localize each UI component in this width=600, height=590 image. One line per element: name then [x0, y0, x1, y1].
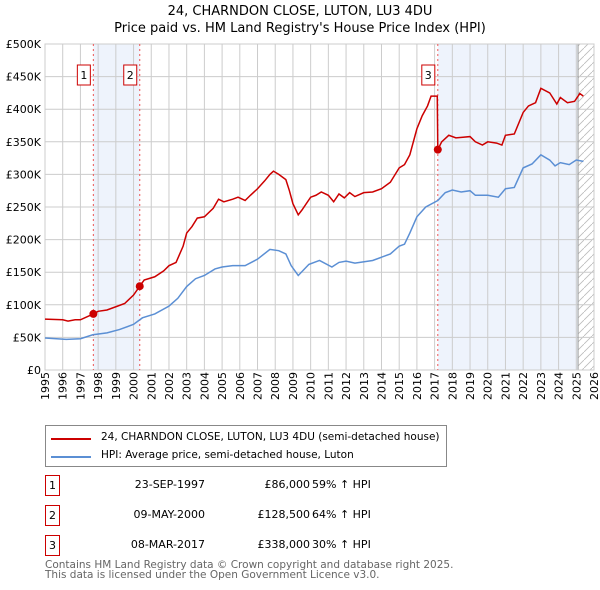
x-tick-label: 2013 [358, 372, 371, 400]
legend-label-property: 24, CHARNDON CLOSE, LUTON, LU3 4DU (semi… [101, 431, 440, 443]
x-tick-label: 2006 [234, 372, 247, 400]
x-tick-label: 2023 [535, 372, 548, 400]
sale-number: 2 [45, 505, 60, 526]
sale-label-box [123, 64, 138, 86]
plot-frame [44, 43, 595, 371]
x-tick-label: 2011 [322, 372, 335, 400]
chart-title: 24, CHARNDON CLOSE, LUTON, LU3 4DU [167, 4, 433, 19]
sale-hpi: 30% ↑ HPI [312, 538, 371, 551]
y-tick-label: £200K [6, 234, 42, 247]
sale-label-box [421, 64, 436, 86]
sale-number: 1 [45, 475, 60, 496]
sale-row: 1 23-SEP-1997 £86,000 59% ↑ HPI [45, 475, 445, 497]
sale-row: 2 09-MAY-2000 £128,500 64% ↑ HPI [45, 505, 445, 527]
x-tick-label: 1999 [110, 372, 123, 400]
x-tick-label: 2021 [499, 372, 512, 400]
y-tick-label: £500K [6, 38, 42, 51]
x-tick-label: 2012 [340, 372, 353, 400]
legend-swatch-hpi [51, 456, 91, 458]
plot-area: 1995 1996 1997 1998 1999 2000 2001 2002 2003 2004… [6, 38, 600, 400]
y-tick-label: £450K [6, 71, 42, 84]
x-tick-label: 2022 [517, 372, 530, 400]
sale-label-box [76, 64, 91, 86]
sale-price: £86,000 [264, 478, 311, 491]
x-tick-label: 2015 [393, 372, 406, 400]
sale-date: 08-MAR-2017 [130, 538, 205, 551]
x-tick-label: 2002 [163, 372, 176, 400]
y-tick-label: £150K [6, 266, 42, 279]
legend-swatch-property [51, 438, 91, 440]
legend-label-hpi: HPI: Average price, semi-detached house,… [101, 449, 354, 461]
x-tick-label: 1998 [92, 372, 105, 400]
y-tick-label: £400K [6, 103, 42, 116]
x-tick-label: 2024 [553, 372, 566, 400]
x-tick-label: 2019 [464, 372, 477, 400]
x-tick-label: 2003 [181, 372, 194, 400]
sale-point [135, 282, 144, 291]
y-tick-label: £350K [6, 136, 42, 149]
legend: 24, CHARNDON CLOSE, LUTON, LU3 4DU (semi… [45, 425, 447, 467]
x-tick-label: 2017 [429, 372, 442, 400]
x-tick-label: 1996 [57, 372, 70, 400]
sale-price: £338,000 [257, 538, 311, 551]
x-tick-label: 2020 [482, 372, 495, 400]
x-tick-label: 2008 [269, 372, 282, 400]
sale-point [433, 145, 442, 154]
x-tick-label: 2016 [411, 372, 424, 400]
property-price-line [44, 87, 584, 322]
sale-label: 2 [127, 69, 134, 82]
sale-date: 09-MAY-2000 [133, 508, 205, 521]
sale-price: £128,500 [257, 508, 311, 521]
sale-hpi: 64% ↑ HPI [312, 508, 371, 521]
footer: Contains HM Land Registry data © Crown c… [45, 559, 454, 581]
footer-line-2: This data is licensed under the Open Gov… [45, 569, 380, 581]
footer-line-1: Contains HM Land Registry data © Crown c… [45, 559, 454, 571]
x-tick-label: 2004 [198, 372, 211, 400]
x-tick-label: 1995 [39, 372, 52, 400]
x-tick-label: 2009 [287, 372, 300, 400]
sale-label: 1 [80, 69, 87, 82]
x-tick-label: 2000 [128, 372, 141, 400]
x-tick-label: 2005 [216, 372, 229, 400]
y-tick-label: £0 [27, 364, 41, 377]
x-tick-label: 2025 [570, 372, 583, 400]
sale-date: 23-SEP-1997 [134, 478, 205, 491]
x-tick-label: 2001 [145, 372, 158, 400]
x-tick-label: 1997 [74, 372, 87, 400]
x-tick-label: 2010 [305, 372, 318, 400]
x-tick-label: 2018 [446, 372, 459, 400]
sale-point [89, 309, 98, 318]
y-tick-label: £100K [6, 299, 42, 312]
x-tick-label: 2007 [252, 372, 265, 400]
hpi-line [44, 153, 584, 341]
sale-row: 3 08-MAR-2017 £338,000 30% ↑ HPI [45, 535, 445, 557]
sale-hpi: 59% ↑ HPI [312, 478, 371, 491]
y-tick-label: £250K [6, 201, 42, 214]
x-tick-label: 2014 [375, 372, 388, 400]
chart-subtitle: Price paid vs. HM Land Registry's House … [114, 21, 486, 36]
sale-label: 3 [425, 69, 432, 82]
y-tick-label: £50K [13, 331, 42, 344]
sale-number: 3 [45, 535, 60, 556]
x-tick-label: 2026 [588, 372, 600, 400]
y-tick-label: £300K [6, 168, 42, 181]
